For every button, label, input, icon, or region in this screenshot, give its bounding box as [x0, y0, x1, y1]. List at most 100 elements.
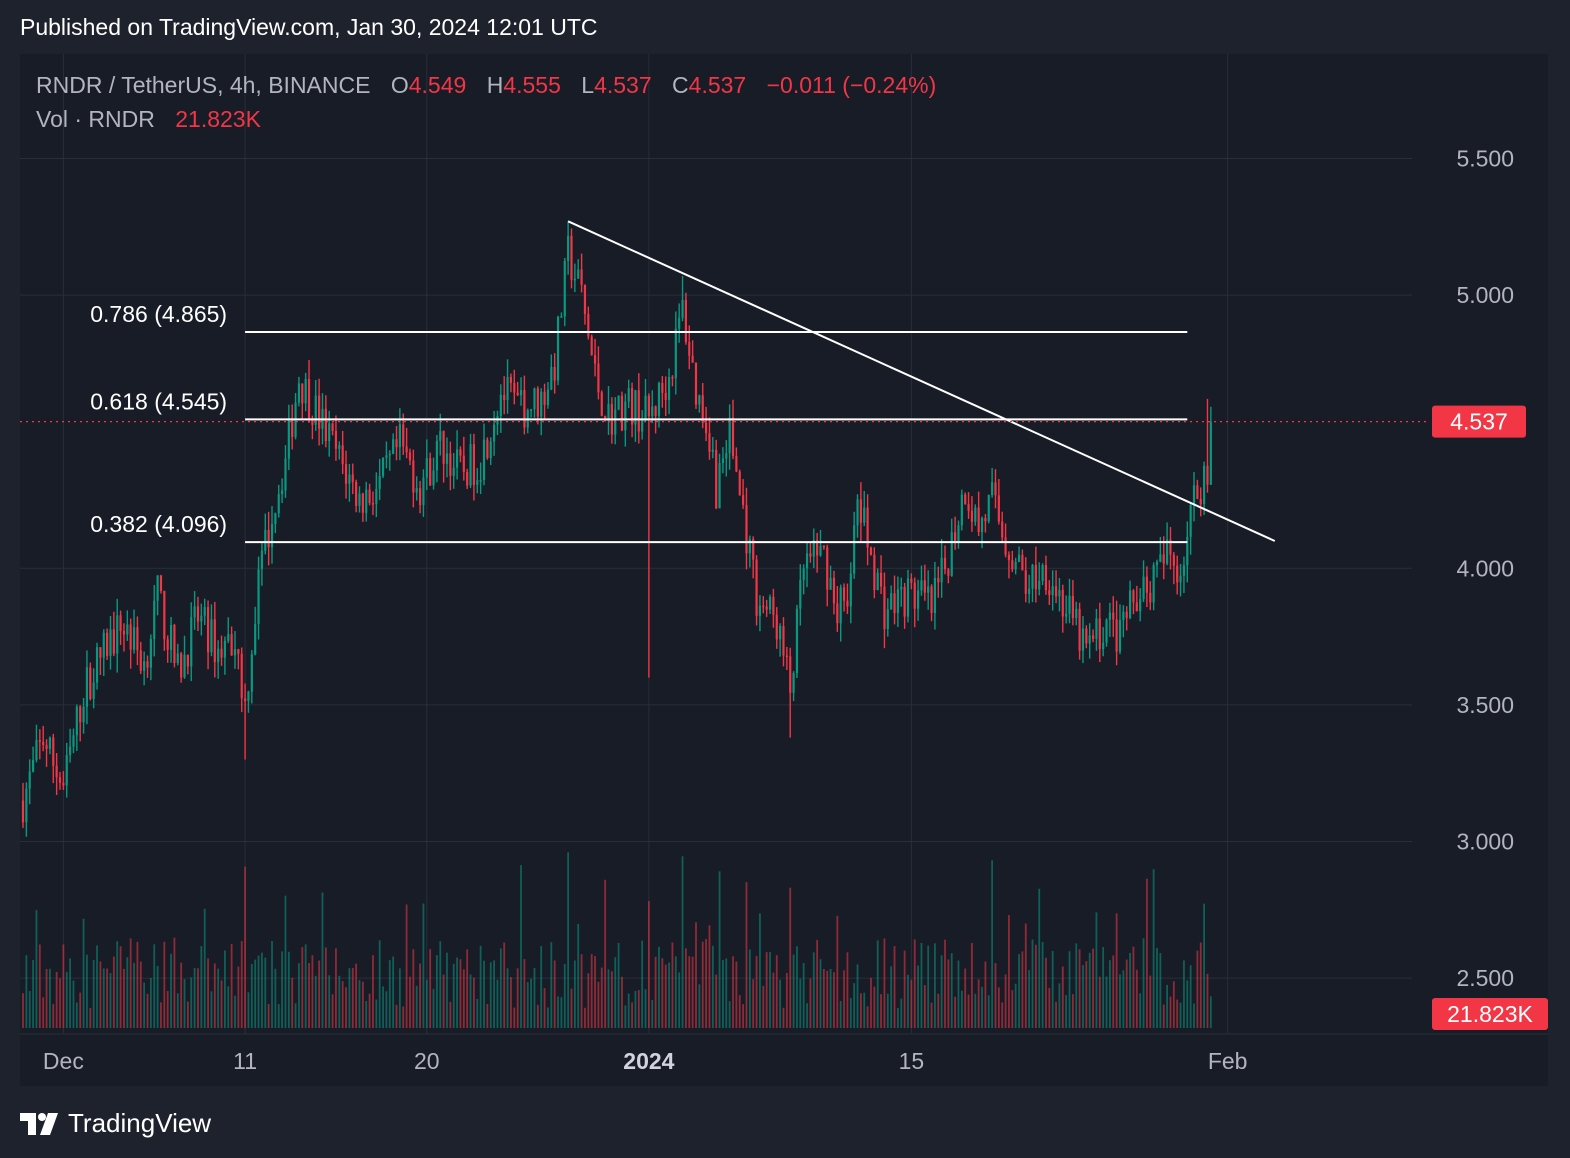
- candle-body: [361, 493, 364, 513]
- candle-body: [1169, 539, 1172, 555]
- volume-bar: [685, 948, 687, 1028]
- volume-bar: [351, 968, 354, 1028]
- volume-bar: [930, 1002, 933, 1028]
- volume-bar: [52, 1004, 55, 1028]
- volume-bar: [1045, 957, 1047, 1028]
- volume-bar: [452, 963, 455, 1028]
- volume-bar: [106, 968, 109, 1028]
- price-chart[interactable]: 0.786 (4.865)0.618 (4.545)0.382 (4.096) …: [20, 54, 1548, 1086]
- candle-body: [805, 553, 809, 569]
- volume-bar: [819, 959, 822, 1028]
- candle-body: [1021, 554, 1024, 571]
- volume-bar: [755, 956, 758, 1028]
- volume-bar: [355, 963, 358, 1028]
- candle-body: [906, 578, 910, 617]
- candle-body: [644, 395, 647, 421]
- volume-bar: [1095, 912, 1098, 1028]
- candle-body: [630, 388, 634, 425]
- candle-body: [233, 649, 237, 656]
- volume-bar: [553, 960, 556, 1028]
- volume-bar: [957, 960, 960, 1028]
- candle-body: [704, 422, 708, 434]
- volume-bar: [281, 951, 284, 1028]
- candle-body: [136, 627, 139, 651]
- volume-tag: [1432, 998, 1548, 1030]
- candle-body: [694, 362, 698, 405]
- fib-levels: 0.786 (4.865) 0.618 (4.545) 0.382 (4.096): [90, 301, 1188, 544]
- volume-bar: [1001, 1002, 1004, 1028]
- volume-bar: [1139, 993, 1142, 1028]
- candle-body: [1179, 575, 1182, 583]
- candle-body: [489, 441, 492, 459]
- volume-bar: [1186, 980, 1189, 1028]
- candle-body: [890, 593, 893, 610]
- candle-body: [563, 260, 566, 317]
- volume-bar: [372, 955, 374, 1028]
- volume-bar: [960, 990, 963, 1028]
- candle-body: [1048, 590, 1051, 596]
- candle-body: [1182, 565, 1186, 576]
- candle-body: [196, 606, 200, 622]
- volume-bar: [849, 998, 852, 1028]
- candle-body: [25, 788, 28, 823]
- volume-bar: [49, 968, 51, 1028]
- candle-body: [698, 395, 701, 405]
- candle-body: [853, 525, 856, 574]
- candle-body: [1044, 565, 1048, 591]
- candle-body: [1122, 611, 1125, 620]
- candle-body: [462, 455, 465, 472]
- volume-bar: [520, 865, 522, 1028]
- volume-bar: [1189, 965, 1192, 1028]
- volume-bar: [789, 887, 792, 1028]
- candle-body: [318, 395, 321, 429]
- candle-body: [95, 647, 99, 683]
- volume-bar: [264, 957, 267, 1028]
- candle-body: [977, 507, 980, 533]
- candle-body: [718, 463, 721, 509]
- volume-bar: [32, 960, 34, 1028]
- volume-bar: [395, 1004, 398, 1028]
- candle-body: [688, 342, 691, 356]
- footer-brand[interactable]: TradingView: [20, 1108, 211, 1139]
- volume-bar: [89, 1007, 92, 1028]
- chart-frame[interactable]: 0.786 (4.865) 0.618 (4.545) 0.382 (4.096) …: [20, 54, 1548, 1086]
- volume-bar: [822, 968, 825, 1028]
- candle-body: [328, 423, 331, 442]
- candle-body: [597, 363, 600, 393]
- volume-bar: [913, 939, 916, 1028]
- volume-bar: [604, 879, 607, 1028]
- volume-bar: [654, 956, 657, 1028]
- volume-bar: [806, 1003, 808, 1028]
- volume-bars: [22, 852, 1212, 1028]
- candle-body: [1071, 595, 1074, 619]
- volume-bar: [765, 952, 768, 1028]
- volume-bar: [1152, 869, 1155, 1028]
- candle-body: [183, 654, 186, 678]
- volume-bar: [937, 993, 940, 1028]
- volume-bar: [207, 958, 209, 1028]
- volume-bar: [711, 945, 714, 1028]
- volume-bar: [934, 943, 936, 1028]
- volume-bar: [1055, 1001, 1057, 1028]
- candle-body: [556, 316, 560, 381]
- candle-body: [422, 477, 425, 505]
- volume-bar: [28, 991, 31, 1028]
- candle-body: [681, 299, 684, 318]
- candle-body: [344, 464, 348, 484]
- candle-body: [402, 424, 405, 447]
- volume-bar: [247, 992, 250, 1028]
- volume-bar: [75, 1002, 78, 1028]
- candle-body: [701, 395, 704, 423]
- candle-body: [1166, 539, 1169, 564]
- candle-body: [378, 476, 381, 489]
- volume-bar: [540, 945, 543, 1028]
- volume-bar: [213, 963, 216, 1028]
- volume-bar: [328, 975, 331, 1028]
- price-labels: 4.537 21.823K: [20, 405, 1548, 1030]
- volume-bar: [79, 992, 82, 1028]
- candle-body: [1112, 612, 1115, 620]
- candle-body: [486, 439, 489, 459]
- volume-bar: [392, 956, 395, 1028]
- candle-body: [432, 470, 435, 486]
- candle-body: [264, 529, 267, 551]
